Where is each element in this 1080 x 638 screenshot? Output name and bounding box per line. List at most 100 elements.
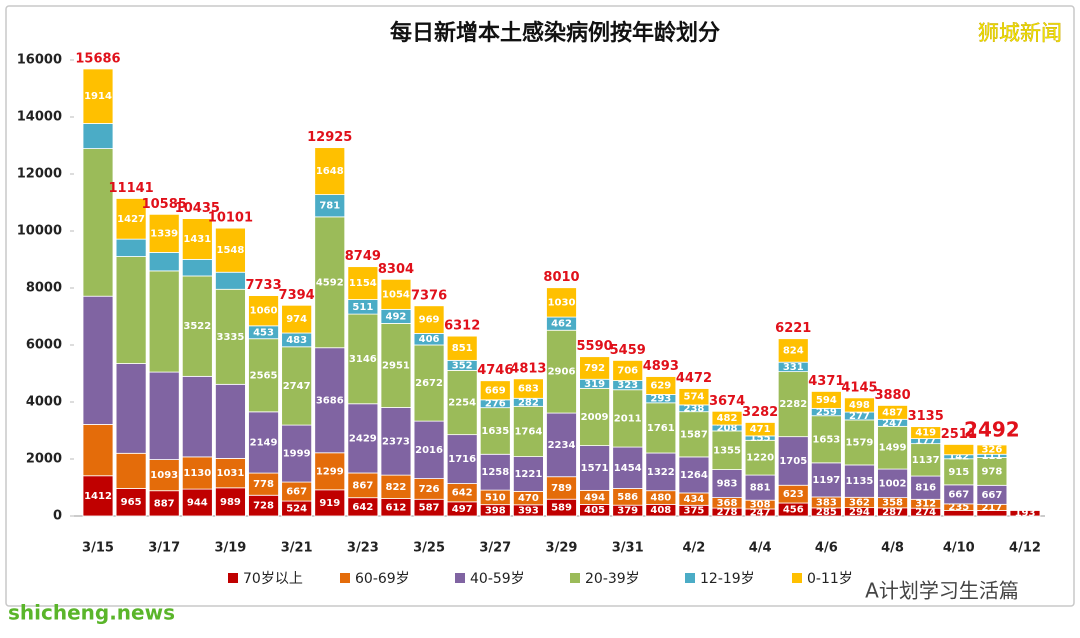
- legend-swatch: [455, 573, 465, 583]
- bar-segment: [579, 445, 611, 491]
- bar-segment: [148, 371, 180, 460]
- bar-segment: [943, 444, 975, 456]
- value-label: 1653: [812, 434, 840, 445]
- value-label: 867: [352, 480, 373, 491]
- bar-segment: [347, 266, 379, 300]
- bar-segment: [1009, 510, 1041, 517]
- value-label: 247: [882, 418, 903, 429]
- bar-segment: [645, 376, 677, 395]
- value-label: 978: [981, 466, 1002, 477]
- total-label: 11141: [108, 181, 153, 196]
- value-label: 1548: [217, 245, 245, 256]
- bar-segment: [115, 452, 147, 489]
- value-label: 726: [419, 484, 440, 495]
- value-label: 574: [683, 392, 704, 403]
- total-label: 8749: [345, 249, 381, 264]
- total-label: 6221: [775, 321, 811, 336]
- value-label: 1135: [846, 476, 874, 487]
- bar-segment: [215, 458, 246, 489]
- bar-segment: [181, 258, 213, 277]
- y-tick-label: 6000: [26, 338, 62, 353]
- value-label: 1031: [217, 468, 245, 479]
- value-label: 419: [915, 428, 936, 439]
- legend-label: 70岁以上: [243, 571, 303, 587]
- value-label: 398: [485, 505, 506, 516]
- bar-segment: [810, 415, 842, 464]
- total-label: 4145: [841, 380, 877, 395]
- value-label: 375: [683, 506, 704, 517]
- value-label: 406: [419, 334, 440, 345]
- value-label: 789: [551, 483, 572, 494]
- value-label: 1030: [548, 297, 576, 308]
- value-label: 915: [948, 467, 969, 478]
- value-label: 781: [319, 201, 340, 212]
- bar-segment: [82, 148, 114, 297]
- value-label: 1427: [117, 214, 145, 225]
- total-label: 15686: [75, 51, 120, 66]
- bar-segment: [877, 425, 908, 470]
- value-label: 1579: [846, 437, 874, 448]
- bar-segment: [810, 462, 842, 498]
- bar-segment: [678, 411, 710, 458]
- bar-segment: [810, 391, 842, 409]
- value-label: 1154: [349, 278, 377, 289]
- value-label: 434: [683, 494, 704, 505]
- value-label: 1258: [481, 467, 509, 478]
- footer-site: shicheng.news: [8, 601, 175, 625]
- value-label: 919: [319, 498, 340, 509]
- bar-segment: [612, 360, 644, 381]
- bar-segment: [82, 424, 114, 477]
- value-label: 1322: [647, 467, 675, 478]
- total-label: 2511: [941, 427, 977, 442]
- y-tick-label: 10000: [17, 224, 62, 239]
- bar-segment: [148, 490, 180, 517]
- value-label: 1060: [250, 306, 278, 317]
- value-label: 1137: [912, 455, 940, 466]
- y-tick-label: 14000: [17, 110, 62, 125]
- bar-segment: [148, 252, 180, 272]
- x-tick-label: 3/23: [347, 541, 379, 556]
- value-label: 2951: [382, 360, 410, 371]
- value-label: 667: [948, 489, 969, 500]
- x-tick-label: 3/25: [413, 541, 445, 556]
- y-tick-label: 2000: [26, 452, 62, 467]
- value-label: 2565: [250, 370, 278, 381]
- value-label: 492: [386, 311, 407, 322]
- bar-segment: [844, 397, 875, 413]
- value-label: 974: [286, 314, 307, 325]
- value-label: 881: [750, 483, 771, 494]
- total-label: 4371: [808, 374, 844, 389]
- legend-swatch: [685, 573, 695, 583]
- value-label: 1705: [779, 456, 807, 467]
- value-label: 319: [584, 379, 605, 390]
- y-tick-label: 16000: [17, 53, 62, 68]
- value-label: 612: [386, 502, 407, 513]
- total-label: 10585: [142, 197, 187, 212]
- value-label: 587: [419, 503, 440, 514]
- bar-segment: [181, 218, 213, 260]
- value-label: 1093: [150, 470, 178, 481]
- y-tick-label: 8000: [26, 281, 62, 296]
- bar-segment: [744, 439, 776, 476]
- value-label: 155: [750, 433, 771, 444]
- x-tick-label: 4/6: [815, 541, 838, 556]
- bar-segment: [82, 475, 114, 517]
- footer-account: A计划学习生活篇: [865, 579, 1019, 603]
- value-label: 1999: [283, 449, 311, 460]
- value-label: 851: [452, 343, 473, 354]
- value-label: 667: [981, 490, 1002, 501]
- bar-segment: [148, 213, 180, 253]
- bar-segment: [446, 369, 478, 436]
- total-label: 3135: [908, 409, 944, 424]
- value-label: 1648: [316, 166, 344, 177]
- value-label: 1355: [713, 445, 741, 456]
- value-label: 326: [981, 445, 1002, 456]
- value-label: 293: [650, 394, 671, 405]
- bar-segment: [248, 411, 279, 474]
- bar-segment: [479, 407, 511, 455]
- value-label: 235: [948, 502, 969, 513]
- value-label: 667: [286, 487, 307, 498]
- value-label: 383: [816, 497, 837, 508]
- x-tick-label: 4/2: [683, 541, 706, 556]
- bar-segment: [711, 410, 743, 426]
